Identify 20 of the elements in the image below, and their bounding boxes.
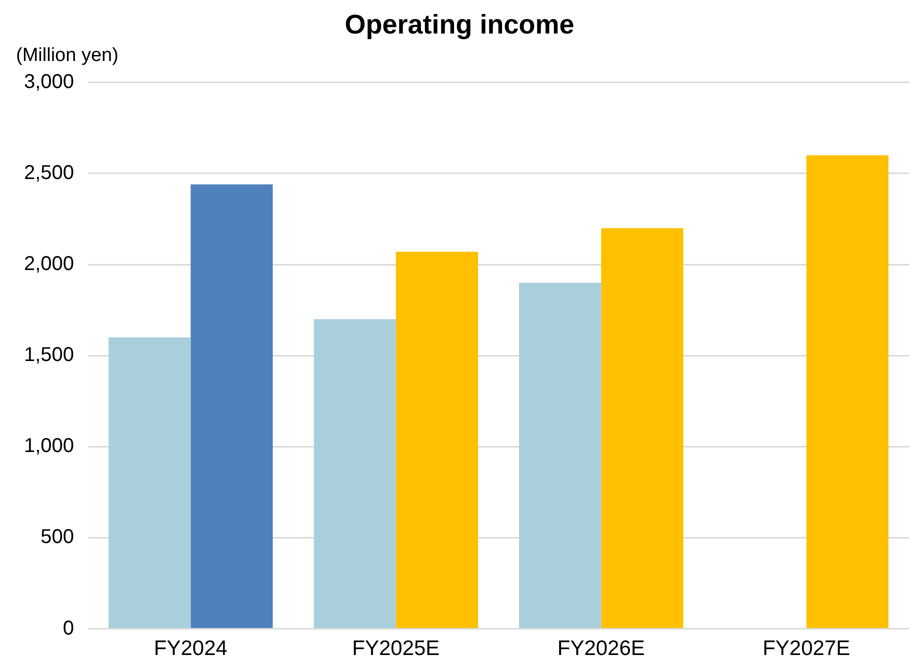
y-axis-title: (Million yen) [16, 45, 118, 66]
y-tick-label: 3,000 [24, 70, 74, 93]
y-tick-label: 2,000 [24, 253, 74, 276]
y-tick-label: 500 [40, 526, 74, 548]
x-tick-label: FY2027E [762, 637, 850, 660]
y-tick-label: 2,500 [24, 162, 74, 184]
x-tick-label: FY2024 [154, 637, 228, 660]
bar [806, 155, 888, 628]
bar [396, 252, 478, 628]
bar [190, 184, 273, 628]
bar [314, 319, 396, 628]
y-tick-label: 0 [62, 617, 74, 640]
bar [519, 282, 602, 628]
y-tick-label: 1,000 [24, 435, 74, 458]
x-tick-label: FY2025E [352, 637, 440, 660]
chart-title: Operating income [344, 10, 574, 40]
x-tick-label: FY2026E [557, 637, 645, 660]
bar [108, 337, 191, 628]
bar [601, 228, 684, 628]
y-tick-label: 1,500 [24, 344, 74, 366]
